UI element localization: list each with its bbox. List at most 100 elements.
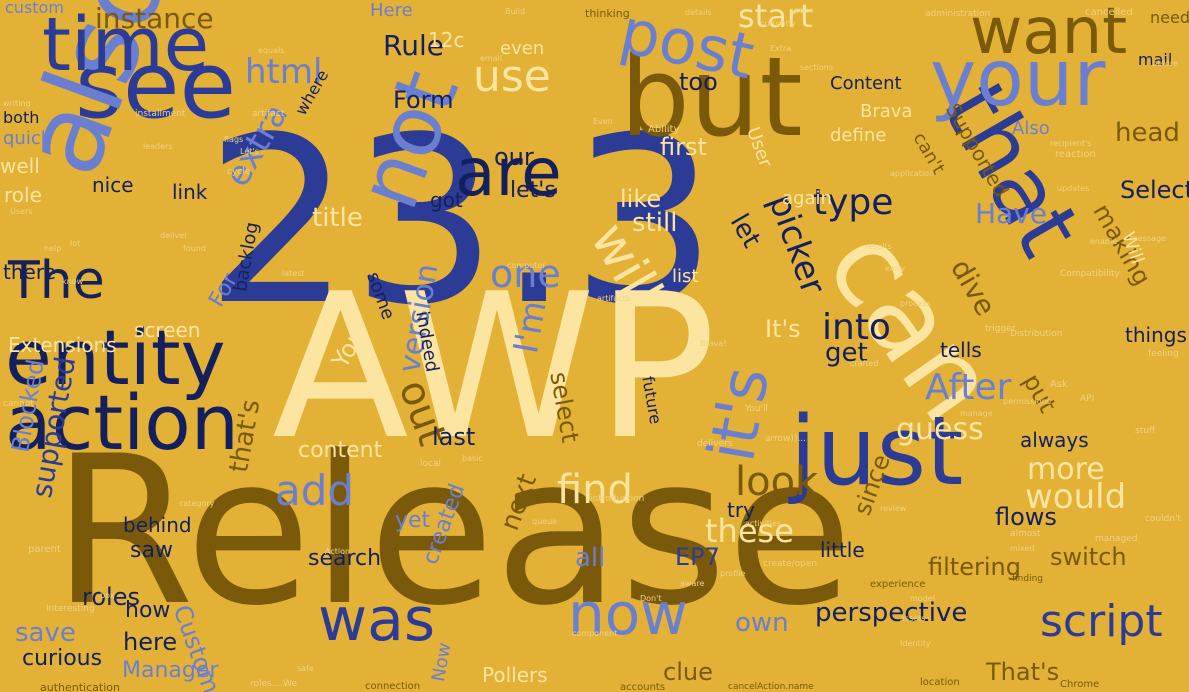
cloud-word-switch: switch (1050, 543, 1127, 571)
cloud-word-model: model (910, 594, 935, 603)
cloud-word-content: content (298, 438, 383, 463)
cloud-word-extensions: Extensions (8, 333, 117, 357)
cloud-word-into: into (822, 307, 891, 348)
cloud-word-details: details (685, 8, 712, 17)
cloud-word-crafted: crafted (850, 359, 879, 368)
cloud-word-profile: profile (720, 569, 746, 578)
cloud-word-look: look (735, 459, 819, 505)
cloud-word-put: put (1017, 369, 1062, 418)
cloud-word-both: both (3, 108, 40, 127)
cloud-word-brava: Brava! (700, 339, 727, 348)
cloud-word-here: here (123, 628, 178, 656)
cloud-word-ep7: EP7 (675, 543, 720, 571)
cloud-word-cancelled: cancelled (1085, 7, 1133, 18)
cloud-word-delivers: delivers (697, 439, 733, 449)
cloud-word-queue: queue (532, 517, 558, 526)
cloud-word-even: Even (593, 117, 613, 126)
cloud-word-our: our (494, 143, 534, 171)
cloud-word-activities: activities (745, 519, 782, 528)
cloud-word-tells: tells (940, 338, 982, 362)
cloud-word-before: before (1152, 59, 1178, 68)
cloud-word-installment: installment (135, 109, 186, 119)
cloud-word-instance: instance (95, 2, 214, 35)
cloud-word-filtering: filtering (928, 553, 1021, 581)
cloud-word-own: own (735, 608, 789, 638)
cloud-word-reaction: reaction (1055, 149, 1096, 160)
cloud-word-users: Users (10, 207, 33, 216)
cloud-word-start: start (738, 0, 813, 35)
cloud-word-lot: lot (70, 239, 81, 248)
cloud-word-screen: screen (134, 318, 201, 342)
cloud-word-early: early (885, 264, 906, 273)
cloud-word-found: found (183, 244, 206, 253)
cloud-word-behind: behind (123, 513, 192, 537)
cloud-word-application: application (890, 169, 935, 178)
cloud-word-form: Form (393, 86, 454, 114)
cloud-word-still: still (632, 208, 678, 238)
cloud-word-23-3: 23.3 (205, 89, 718, 356)
cloud-word-things: things (1125, 323, 1187, 347)
cloud-word-build: Build (505, 7, 526, 16)
cloud-word-aware: aware (680, 579, 705, 588)
cloud-word-head: head (1115, 118, 1180, 148)
cloud-word-administration: administration (925, 9, 991, 19)
cloud-word-saw: saw (130, 538, 173, 563)
cloud-word-stuff: stuff (1135, 426, 1156, 436)
cloud-word-distribution: Distribution (1010, 329, 1063, 339)
cloud-word-that-s: That's (986, 658, 1060, 686)
cloud-word-now: Now (428, 641, 456, 684)
cloud-word-time: time (42, 2, 210, 88)
cloud-word-find: find (557, 467, 633, 513)
cloud-word-add: add (275, 466, 355, 515)
cloud-word-but: but (620, 33, 803, 161)
cloud-word-assets: assets (900, 614, 926, 623)
cloud-word-local: local (420, 459, 441, 469)
cloud-word-brava: Brava (860, 101, 913, 122)
cloud-word-almost: almost (1010, 529, 1041, 539)
cloud-word-location: location (920, 677, 960, 688)
cloud-word-thinking: thinking (585, 7, 630, 20)
cloud-word-you-ll: You'll (745, 404, 768, 414)
cloud-word-identity: Identity (900, 639, 931, 648)
cloud-word-create-open: create/open (763, 559, 818, 569)
cloud-word-try: try (727, 498, 755, 522)
cloud-word-would: would (1025, 477, 1127, 517)
cloud-word-trigger: trigger (985, 324, 1016, 334)
cloud-word-roles: roles (82, 583, 140, 611)
cloud-word-one: one (490, 252, 561, 296)
cloud-word-deliver: deliver (160, 231, 188, 240)
cloud-word-after: After (925, 367, 1012, 408)
cloud-word-artifacts: artifacts (597, 294, 630, 303)
cloud-word-enable: enable (1090, 237, 1118, 246)
cloud-word-computer: computer (507, 261, 546, 270)
cloud-word-experience: experience (870, 579, 926, 590)
cloud-word-action: Action (325, 547, 351, 556)
cloud-word-ask: Ask (1050, 379, 1068, 390)
cloud-word-first: first (660, 133, 707, 161)
cloud-word-guess: guess (896, 412, 984, 447)
cloud-word-sections: sections (800, 63, 833, 72)
cloud-word-html: html (245, 52, 323, 92)
cloud-word-select: Select (1120, 176, 1189, 204)
cloud-word-flags: flags (224, 135, 244, 144)
cloud-word-mixed: mixed (1010, 544, 1035, 553)
cloud-word-know: know (62, 277, 84, 286)
cloud-word-always: always (1020, 428, 1089, 452)
cloud-word-compatibility: Compatibility (1060, 269, 1120, 279)
cloud-word-last: last (432, 423, 476, 451)
cloud-word-interesting: Interesting (46, 604, 95, 614)
cloud-word-even: even (500, 38, 545, 59)
cloud-word-box: box (100, 591, 115, 600)
cloud-word-12c: 12c (428, 28, 465, 52)
cloud-word-was: was (318, 585, 436, 655)
cloud-word-entity: entity (5, 313, 226, 402)
cloud-word-message: message (1130, 234, 1166, 243)
cloud-word-mail: mail (1138, 50, 1173, 69)
cloud-word-again: again (782, 188, 832, 209)
cloud-word-i-m: I'm (506, 297, 555, 357)
cloud-word-search: search (308, 546, 382, 571)
cloud-word-release: Release (52, 413, 853, 651)
cloud-word-don-t: Don't (640, 594, 662, 603)
cloud-word-here: Here (370, 0, 413, 21)
